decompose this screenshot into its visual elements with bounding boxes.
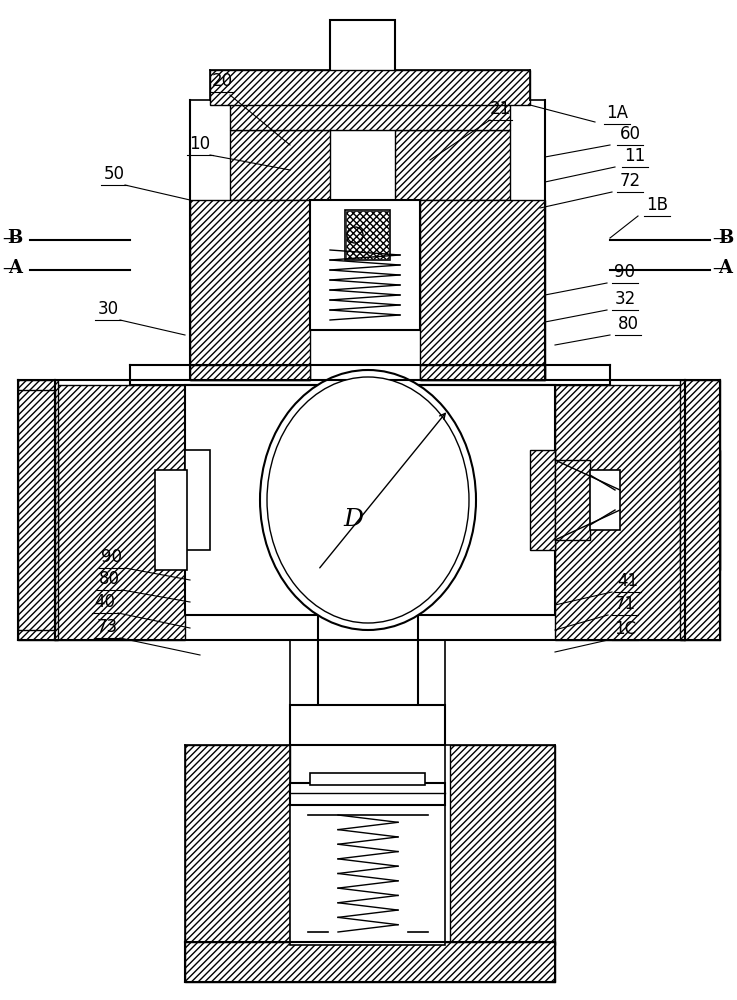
Text: 90: 90 bbox=[615, 263, 635, 281]
Bar bbox=[185, 942, 555, 982]
Text: 41: 41 bbox=[618, 572, 638, 590]
Text: 30: 30 bbox=[97, 300, 119, 318]
Bar bbox=[155, 470, 187, 570]
Bar bbox=[420, 200, 545, 380]
Bar bbox=[450, 745, 555, 945]
Bar bbox=[345, 210, 390, 260]
Bar bbox=[346, 211, 389, 259]
Text: 80: 80 bbox=[618, 315, 638, 333]
Text: A: A bbox=[8, 259, 22, 277]
Bar bbox=[190, 365, 310, 380]
Bar bbox=[555, 460, 590, 540]
Bar bbox=[395, 130, 510, 200]
Ellipse shape bbox=[267, 377, 469, 623]
Bar bbox=[230, 100, 510, 130]
Bar bbox=[310, 200, 420, 330]
Text: 50: 50 bbox=[103, 165, 125, 183]
Bar bbox=[55, 385, 185, 640]
Text: 90: 90 bbox=[102, 548, 122, 566]
Text: B: B bbox=[7, 229, 22, 247]
Bar bbox=[310, 773, 425, 785]
Text: 20: 20 bbox=[212, 72, 233, 90]
Text: 60: 60 bbox=[620, 125, 640, 143]
Text: 10: 10 bbox=[189, 135, 211, 153]
Text: —: — bbox=[712, 260, 727, 275]
Text: —: — bbox=[3, 260, 18, 275]
Bar bbox=[680, 450, 720, 570]
Bar bbox=[530, 450, 555, 550]
Bar bbox=[185, 385, 555, 615]
Ellipse shape bbox=[260, 370, 476, 630]
Bar bbox=[18, 390, 55, 630]
Text: 71: 71 bbox=[615, 595, 635, 613]
Text: 40: 40 bbox=[94, 593, 116, 611]
Text: 32: 32 bbox=[615, 290, 635, 308]
Text: 73: 73 bbox=[97, 618, 118, 636]
Bar bbox=[185, 450, 210, 550]
Bar bbox=[290, 783, 445, 805]
Text: —: — bbox=[3, 231, 18, 245]
Bar bbox=[590, 470, 620, 530]
Bar bbox=[210, 70, 530, 105]
Bar bbox=[290, 795, 445, 945]
Bar bbox=[18, 380, 58, 640]
Bar bbox=[420, 365, 545, 380]
Bar bbox=[190, 200, 310, 380]
Bar bbox=[680, 380, 720, 640]
Text: D: D bbox=[343, 508, 363, 532]
Bar bbox=[230, 130, 330, 200]
Bar bbox=[185, 745, 290, 945]
Bar bbox=[330, 20, 395, 130]
Text: 80: 80 bbox=[99, 570, 119, 588]
Text: B: B bbox=[718, 229, 733, 247]
Text: 1B: 1B bbox=[646, 196, 668, 214]
Text: 21: 21 bbox=[489, 100, 511, 118]
Text: 11: 11 bbox=[624, 147, 646, 165]
Bar bbox=[290, 705, 445, 745]
Text: 1A: 1A bbox=[606, 104, 628, 122]
Bar bbox=[318, 610, 418, 710]
Bar bbox=[555, 385, 685, 640]
Text: —: — bbox=[712, 231, 727, 245]
Text: A: A bbox=[718, 259, 732, 277]
Bar bbox=[18, 450, 58, 570]
Text: 72: 72 bbox=[619, 172, 640, 190]
Text: 1C: 1C bbox=[614, 620, 636, 638]
